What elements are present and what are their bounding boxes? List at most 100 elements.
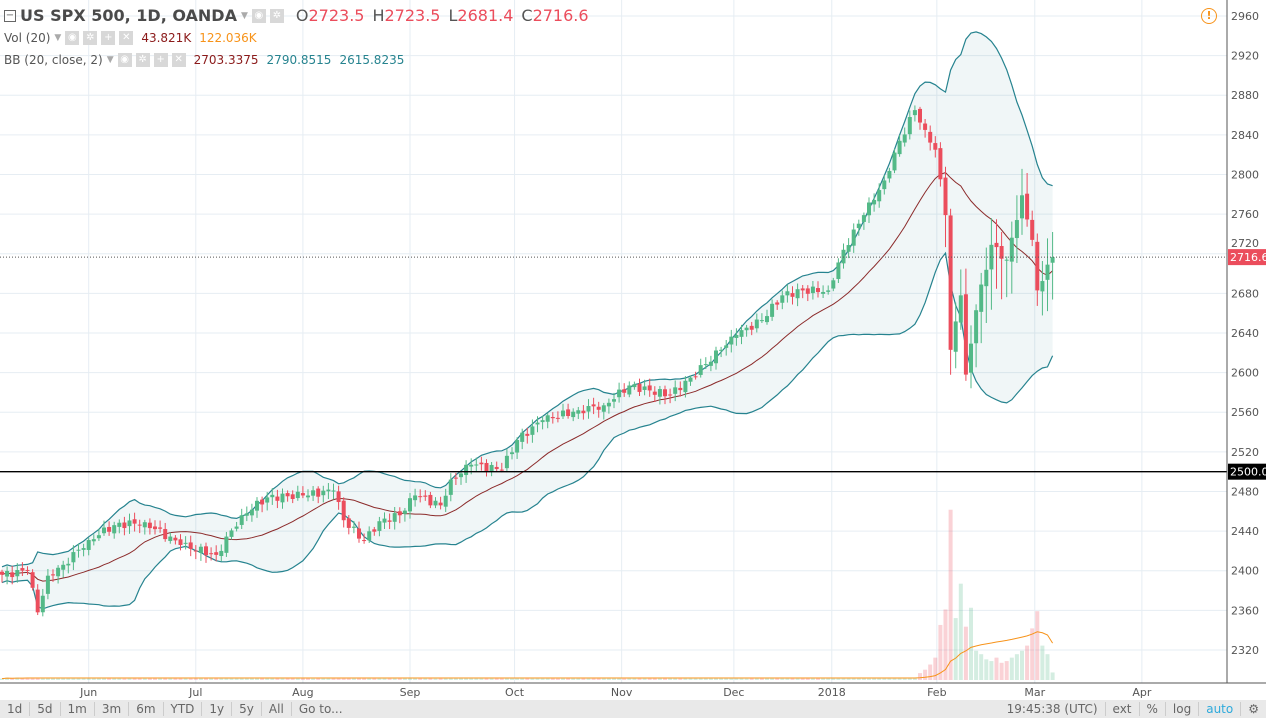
range-5d[interactable]: 5d bbox=[30, 702, 61, 716]
volume-bar bbox=[953, 618, 958, 680]
eye-icon[interactable]: ◉ bbox=[251, 8, 266, 23]
candle-body bbox=[142, 522, 147, 528]
volume-bar bbox=[234, 678, 239, 680]
close-icon[interactable]: ✕ bbox=[119, 31, 134, 45]
candle-body bbox=[341, 500, 346, 521]
volume-bar bbox=[357, 678, 361, 680]
volume-bar bbox=[581, 677, 586, 680]
candle bbox=[795, 283, 800, 307]
volume-bar bbox=[637, 677, 642, 680]
candle-body bbox=[576, 410, 581, 414]
log-toggle[interactable]: log bbox=[1166, 702, 1200, 716]
candle-body bbox=[816, 288, 820, 293]
range-1d[interactable]: 1d bbox=[0, 702, 31, 716]
volume-bar bbox=[321, 678, 326, 680]
candle-body bbox=[15, 570, 20, 577]
price-chart[interactable]: 2960 2920 2880 2840 2800 2760 2720 2680 2640 2600… bbox=[0, 0, 1266, 700]
candle-body bbox=[601, 405, 606, 412]
candle-body bbox=[504, 455, 509, 469]
alert-icon[interactable]: ! bbox=[1201, 8, 1217, 24]
candle-body bbox=[81, 548, 86, 550]
candle bbox=[397, 507, 402, 524]
volume-bar bbox=[127, 677, 132, 680]
candle-body bbox=[892, 152, 897, 171]
candle bbox=[20, 562, 25, 577]
bb-lower-value: 2615.8235 bbox=[339, 53, 405, 67]
candle bbox=[234, 521, 239, 532]
range-3m[interactable]: 3m bbox=[95, 702, 130, 716]
chevron-down-icon[interactable]: ▼ bbox=[54, 33, 62, 43]
candle bbox=[530, 419, 535, 443]
range-1m[interactable]: 1m bbox=[61, 702, 95, 716]
auto-toggle[interactable]: auto bbox=[1199, 702, 1242, 716]
candle bbox=[989, 218, 994, 310]
candle-body bbox=[300, 493, 305, 496]
candle bbox=[392, 506, 397, 530]
candle bbox=[826, 285, 831, 295]
volume-bar bbox=[183, 677, 188, 680]
range-6m[interactable]: 6m bbox=[129, 702, 164, 716]
plus-icon[interactable]: + bbox=[101, 31, 116, 45]
candle-body bbox=[1050, 257, 1055, 263]
gear-icon[interactable]: ✲ bbox=[83, 31, 98, 45]
candle bbox=[178, 534, 183, 551]
symbol-legend: − US SPX 500, 1D, OANDA ▼ ◉ ✲ O2723.5 H272… bbox=[4, 6, 597, 25]
volume-bar bbox=[550, 677, 555, 680]
candle-body bbox=[45, 575, 50, 594]
hline-price-badge bbox=[1228, 463, 1266, 480]
volume-bar bbox=[122, 678, 127, 680]
volume-bar bbox=[76, 678, 81, 680]
eye-icon[interactable]: ◉ bbox=[65, 31, 80, 45]
candle bbox=[867, 197, 871, 224]
candle bbox=[586, 399, 591, 419]
candle-body bbox=[158, 527, 163, 529]
volume-bar bbox=[520, 678, 525, 680]
candle-body bbox=[627, 385, 632, 395]
candle bbox=[5, 566, 10, 585]
candle bbox=[673, 380, 678, 402]
candle bbox=[249, 503, 254, 522]
candle-body bbox=[688, 377, 693, 382]
range-all[interactable]: All bbox=[262, 702, 292, 716]
volume-bar bbox=[1025, 645, 1030, 680]
close-icon[interactable]: ✕ bbox=[171, 53, 186, 67]
candle bbox=[963, 268, 968, 381]
candle bbox=[423, 490, 428, 501]
plus-icon[interactable]: + bbox=[153, 53, 168, 67]
candle bbox=[382, 512, 387, 530]
gear-icon[interactable]: ✲ bbox=[135, 53, 150, 67]
range-5y[interactable]: 5y bbox=[232, 702, 262, 716]
eye-icon[interactable]: ◉ bbox=[117, 53, 132, 67]
volume-bar bbox=[285, 677, 290, 680]
volume-bar bbox=[770, 677, 775, 680]
candle-body bbox=[382, 518, 387, 523]
goto-button[interactable]: Go to... bbox=[298, 702, 343, 716]
candle-body bbox=[219, 550, 224, 557]
volume-bar bbox=[499, 678, 504, 680]
clock[interactable]: 19:45:38 (UTC) bbox=[1000, 702, 1106, 716]
candle-body bbox=[846, 245, 851, 252]
range-ytd[interactable]: YTD bbox=[164, 702, 203, 716]
symbol-title[interactable]: US SPX 500, 1D, OANDA bbox=[20, 6, 237, 25]
volume-label[interactable]: Vol (20) bbox=[4, 31, 51, 45]
volume-bar bbox=[642, 678, 647, 680]
candle-body bbox=[1040, 281, 1045, 292]
price-axis bbox=[1227, 0, 1266, 683]
gear-icon[interactable]: ✲ bbox=[269, 8, 284, 23]
candle bbox=[1050, 231, 1055, 300]
candle-body bbox=[515, 439, 520, 453]
chevron-down-icon[interactable]: ▼ bbox=[240, 10, 248, 21]
bb-label[interactable]: BB (20, close, 2) bbox=[4, 53, 103, 67]
candle bbox=[678, 381, 683, 397]
volume-bar bbox=[66, 678, 71, 680]
collapse-icon[interactable]: − bbox=[4, 9, 16, 22]
settings-gear-icon[interactable]: ⚙ bbox=[1248, 702, 1259, 716]
range-1y[interactable]: 1y bbox=[202, 702, 233, 716]
candle bbox=[219, 544, 224, 562]
chevron-down-icon[interactable]: ▼ bbox=[106, 55, 114, 65]
ext-toggle[interactable]: ext bbox=[1106, 702, 1140, 716]
candle bbox=[719, 346, 724, 358]
volume-bar bbox=[800, 678, 805, 680]
candle-body bbox=[673, 387, 678, 394]
percent-toggle[interactable]: % bbox=[1140, 702, 1166, 716]
